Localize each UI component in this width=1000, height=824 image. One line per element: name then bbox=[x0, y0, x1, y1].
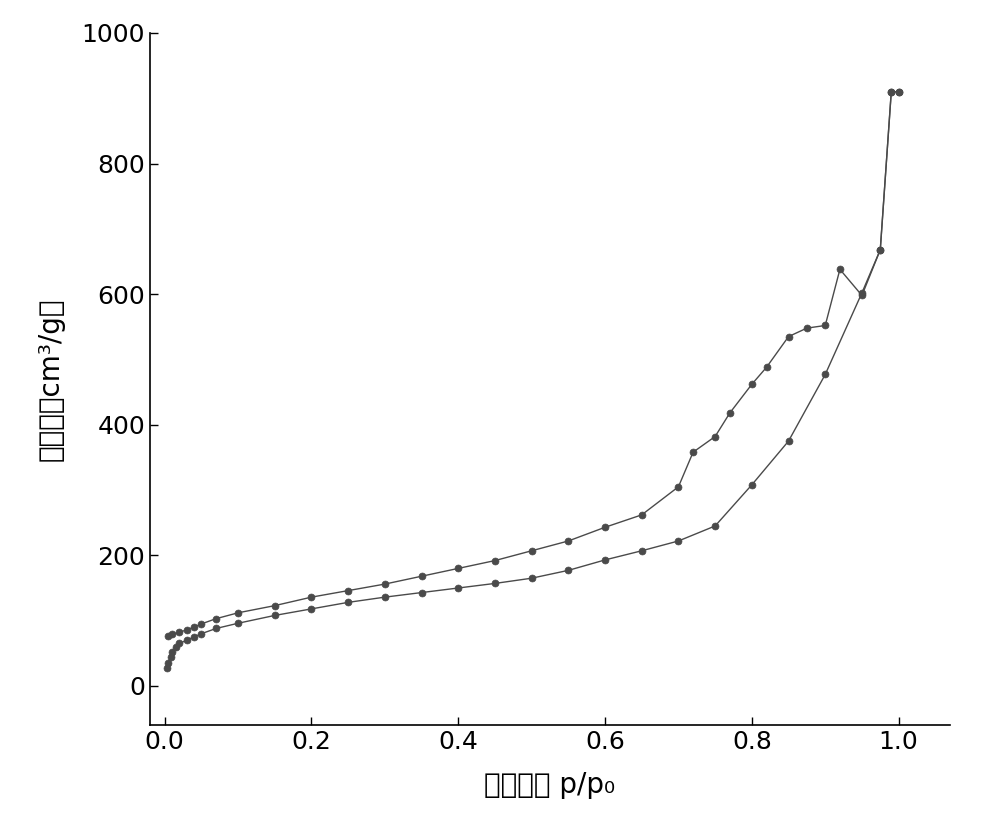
X-axis label: 相对压力 p/p₀: 相对压力 p/p₀ bbox=[484, 770, 616, 798]
Y-axis label: 吸附量（cm³/g）: 吸附量（cm³/g） bbox=[37, 297, 65, 461]
